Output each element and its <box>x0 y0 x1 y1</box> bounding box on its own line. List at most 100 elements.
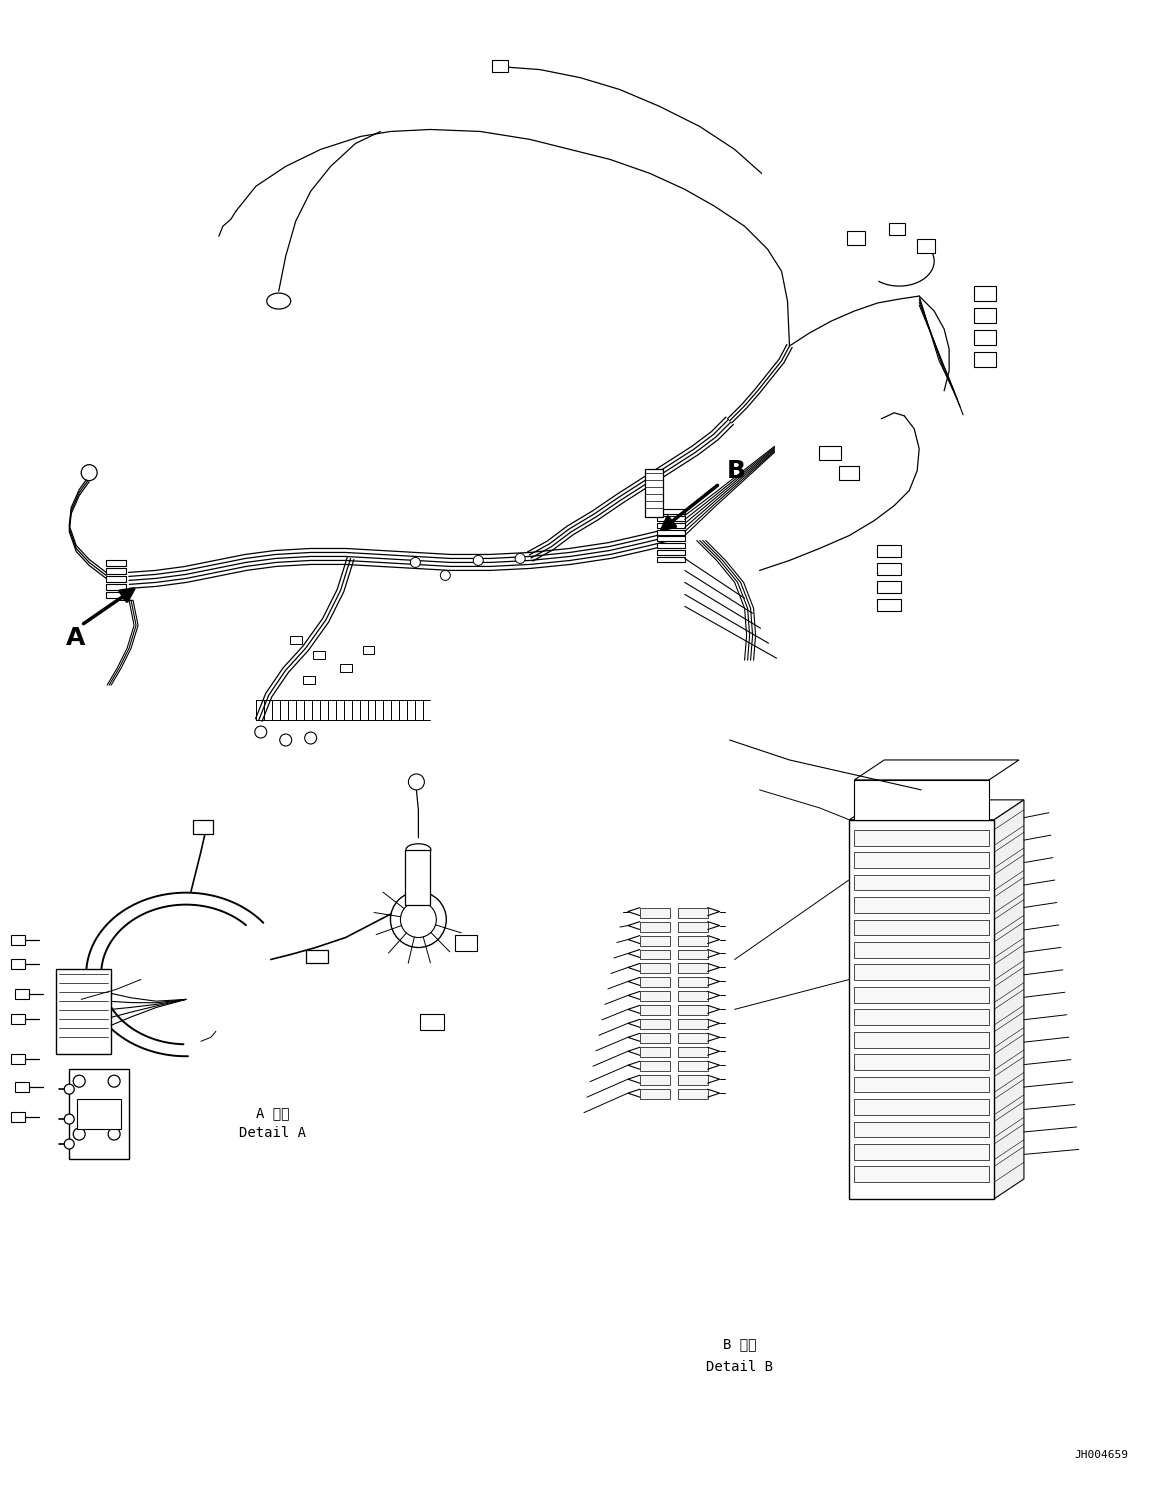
Circle shape <box>515 554 526 564</box>
Bar <box>855 920 989 936</box>
Bar <box>849 820 994 1199</box>
Text: Detail A: Detail A <box>240 1126 306 1140</box>
Bar <box>56 970 112 1055</box>
Text: Detail B: Detail B <box>706 1360 773 1373</box>
Bar <box>678 921 708 931</box>
Bar <box>12 934 26 945</box>
Bar <box>455 934 477 951</box>
Bar <box>855 897 989 912</box>
Bar <box>678 1076 708 1085</box>
Text: JH004659: JH004659 <box>1075 1451 1128 1460</box>
Bar <box>877 600 901 612</box>
Bar <box>918 240 935 253</box>
Text: A: A <box>66 626 86 650</box>
Bar <box>106 585 126 591</box>
Circle shape <box>280 734 292 745</box>
Bar <box>657 509 685 513</box>
Bar <box>70 1070 129 1159</box>
Bar <box>975 286 996 301</box>
Bar <box>975 308 996 323</box>
Bar <box>657 530 685 534</box>
Bar <box>306 949 328 963</box>
Bar <box>640 1033 670 1043</box>
Bar <box>313 652 324 659</box>
Polygon shape <box>994 801 1023 1199</box>
Bar <box>290 637 301 644</box>
Bar <box>855 1055 989 1070</box>
Bar <box>420 1015 444 1030</box>
Bar <box>640 936 670 945</box>
Bar <box>657 558 685 562</box>
Bar <box>640 1006 670 1015</box>
Circle shape <box>73 1128 85 1140</box>
Bar <box>106 592 126 598</box>
Bar <box>855 987 989 1003</box>
Circle shape <box>108 1128 120 1140</box>
Circle shape <box>255 726 266 738</box>
Circle shape <box>73 1076 85 1088</box>
Bar <box>855 1167 989 1181</box>
Bar <box>106 561 126 567</box>
Bar <box>678 1006 708 1015</box>
Bar <box>678 991 708 1001</box>
Bar <box>15 990 29 1000</box>
Bar <box>877 582 901 594</box>
Bar <box>855 964 989 981</box>
Circle shape <box>408 774 424 790</box>
Circle shape <box>64 1138 74 1149</box>
Circle shape <box>81 464 98 481</box>
Bar <box>855 1009 989 1025</box>
Ellipse shape <box>406 899 430 911</box>
Bar <box>640 1061 670 1071</box>
Bar <box>890 223 905 235</box>
Bar <box>678 908 708 918</box>
Bar <box>640 908 670 918</box>
Bar <box>678 978 708 988</box>
Bar <box>678 963 708 973</box>
Circle shape <box>391 891 447 948</box>
Circle shape <box>473 555 484 565</box>
Bar <box>492 60 508 71</box>
Bar <box>855 780 989 820</box>
Circle shape <box>64 1115 74 1123</box>
Bar <box>975 353 996 368</box>
Bar <box>855 830 989 845</box>
Circle shape <box>400 902 436 937</box>
Bar <box>363 646 374 655</box>
Bar <box>12 1112 26 1122</box>
Bar <box>678 1048 708 1058</box>
Bar <box>820 446 841 460</box>
Ellipse shape <box>406 844 430 856</box>
Bar <box>644 469 663 516</box>
Bar <box>855 1144 989 1159</box>
Bar <box>855 1122 989 1137</box>
Bar <box>678 1089 708 1100</box>
Circle shape <box>305 732 316 744</box>
Bar <box>640 991 670 1001</box>
Bar <box>640 1048 670 1058</box>
Bar <box>657 515 685 521</box>
Bar <box>12 960 26 970</box>
Text: A 詳細: A 詳細 <box>256 1106 290 1120</box>
Bar <box>855 1077 989 1092</box>
Text: B 詳細: B 詳細 <box>723 1338 756 1351</box>
Bar <box>657 522 685 528</box>
Bar <box>657 551 685 555</box>
Bar <box>975 330 996 345</box>
Bar <box>678 1019 708 1030</box>
Bar <box>12 1055 26 1064</box>
Bar <box>340 664 351 673</box>
Bar <box>15 1082 29 1092</box>
Bar <box>840 466 859 479</box>
Bar <box>406 850 430 905</box>
Text: B: B <box>727 458 745 482</box>
Bar <box>657 543 685 549</box>
Bar <box>678 1033 708 1043</box>
Circle shape <box>108 1076 120 1088</box>
Bar <box>640 949 670 960</box>
Bar <box>678 1061 708 1071</box>
Bar <box>877 546 901 558</box>
Bar <box>678 949 708 960</box>
Circle shape <box>64 1085 74 1094</box>
Bar <box>855 853 989 868</box>
